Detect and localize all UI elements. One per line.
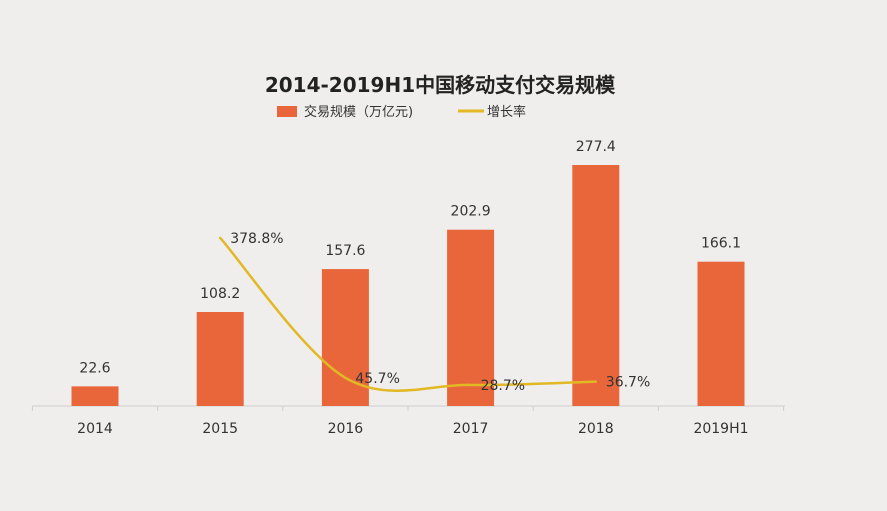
x-tick-label-2014: 2014	[77, 421, 113, 437]
x-tick-label-2017: 2017	[453, 421, 489, 437]
legend-line-label: 增长率	[487, 104, 526, 120]
bar-2018	[572, 165, 620, 406]
bar-2015	[196, 311, 244, 406]
bar-data-label-2018: 277.4	[576, 139, 616, 155]
growth-rate-label-2015: 378.8%	[230, 231, 283, 247]
chart-title: 2014-2019H1中国移动支付交易规模	[265, 73, 616, 97]
bar-2017	[447, 229, 495, 406]
bar-2014	[71, 386, 119, 406]
bar-data-label-2014: 22.6	[79, 360, 110, 376]
x-tick-label-2015: 2015	[202, 421, 238, 437]
x-axis-tick-labels: 2014 2015 2016 2017 2018 2019H1	[77, 421, 748, 437]
growth-rate-label-2016: 45.7%	[355, 371, 399, 387]
x-tick-label-2018: 2018	[578, 421, 614, 437]
legend-bar-swatch	[277, 106, 297, 117]
growth-rate-labels: 378.8% 45.7% 28.7% 36.7%	[230, 231, 650, 394]
x-tick-label-2016: 2016	[328, 421, 364, 437]
x-axis-ticks	[31, 406, 785, 411]
bar-2019H1	[697, 261, 745, 406]
bar-data-label-2019H1: 166.1	[701, 236, 741, 252]
legend-bar-label: 交易规模（万亿元)	[304, 104, 413, 120]
x-tick-label-2019H1: 2019H1	[693, 421, 748, 437]
growth-rate-series	[218, 236, 598, 392]
bar-data-label-2017: 202.9	[451, 204, 491, 220]
legend: 交易规模（万亿元) 增长率	[277, 104, 526, 120]
bar-data-label-2016: 157.6	[325, 243, 365, 259]
bar-data-label-2015: 108.2	[200, 286, 240, 302]
growth-rate-label-2018: 36.7%	[606, 375, 650, 391]
growth-rate-line	[218, 236, 598, 392]
bar-2016	[321, 269, 369, 406]
growth-rate-label-2017: 28.7%	[481, 378, 525, 394]
bar-series	[71, 165, 745, 406]
bar-data-labels: 22.6 108.2 157.6 202.9 277.4 166.1	[79, 139, 741, 376]
